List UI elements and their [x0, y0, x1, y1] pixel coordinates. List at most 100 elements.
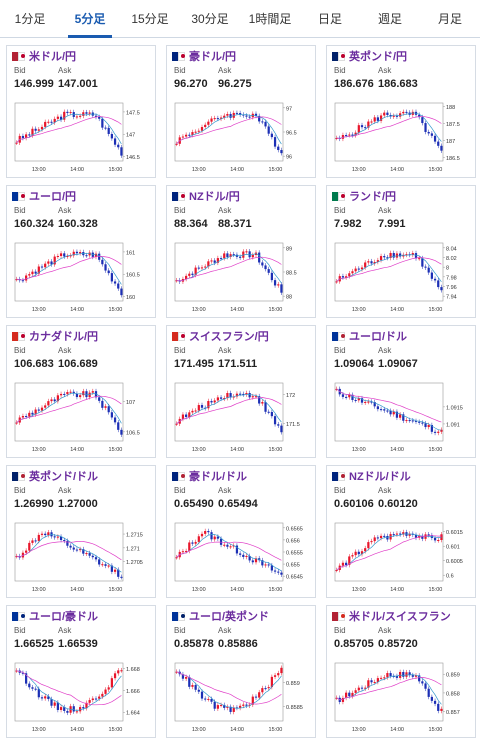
candle-body: [53, 118, 56, 123]
rate-card[interactable]: ユーロ/英ポンド Bid Ask 0.85878 0.85886 0.859 0.8585 1…: [166, 605, 316, 738]
candlestick-chart[interactable]: 147.5 147 146.5 13:00 14:00 15:00: [11, 99, 153, 175]
tab-3[interactable]: 30分足: [191, 12, 229, 26]
price-labels: Bid Ask: [7, 206, 155, 218]
rate-card[interactable]: カナダドル/円 Bid Ask 106.683 106.689 107 106.5 13:00…: [6, 325, 156, 458]
rate-card[interactable]: 米ドル/スイスフラン Bid Ask 0.85705 0.85720 0.859 0.858…: [326, 605, 476, 738]
candle-body: [405, 672, 408, 677]
candle-body: [437, 280, 440, 288]
x-tick-label: 13:00: [32, 447, 46, 453]
currency-flag-icon: [172, 611, 185, 621]
candlestick-chart[interactable]: 172 171.5 13:00 14:00 15:00: [171, 379, 313, 455]
pair-name[interactable]: NZドル/ドル: [349, 471, 411, 483]
pair-name[interactable]: ユーロ/円: [29, 191, 77, 203]
candle-body: [430, 425, 433, 432]
y-tick-label: 1.664: [126, 711, 140, 717]
candlestick-chart[interactable]: 8.04 8.02 8 7.98 7.96 7.94 13:00 14:00 15:00: [331, 239, 473, 315]
candlestick-chart[interactable]: 188 187.5 187 186.5 13:00 14:00 15:00: [331, 99, 473, 175]
ma-long-line: [16, 395, 122, 423]
candle-body: [345, 135, 348, 137]
candlestick-chart[interactable]: 0.859 0.858 0.857 13:00 14:00 15:00: [331, 659, 473, 735]
price-values: 96.270 96.275: [167, 78, 315, 94]
tab-0[interactable]: 1分足: [14, 12, 46, 26]
pair-name[interactable]: ユーロ/ドル: [349, 331, 408, 343]
candle-body: [421, 535, 424, 539]
rate-card[interactable]: 米ドル/円 Bid Ask 146.999 147.001 147.5 147 146.5 13…: [6, 45, 156, 178]
candle-body: [47, 401, 50, 406]
candle-body: [424, 266, 427, 268]
rate-card[interactable]: ユーロ/豪ドル Bid Ask 1.66525 1.66539 1.668 1.666 1.6…: [6, 605, 156, 738]
candlestick-chart[interactable]: 1.2715 1.271 1.2705 13:00 14:00 15:00: [11, 519, 153, 595]
rate-card[interactable]: ユーロ/ドル Bid Ask 1.09064 1.09067 1.0915 1.091 13:…: [326, 325, 476, 458]
y-tick-label: 88: [286, 295, 292, 301]
currency-flag-icon: [12, 51, 25, 61]
candle-body: [69, 391, 72, 393]
pair-name[interactable]: カナダドル/円: [29, 331, 99, 343]
candlestick-chart[interactable]: 107 106.5 13:00 14:00 15:00: [11, 379, 153, 455]
candle-body: [245, 115, 248, 117]
candlestick-chart[interactable]: 89 88.5 88 13:00 14:00 15:00: [171, 239, 313, 315]
y-tick-label: 8: [446, 266, 449, 272]
pair-name[interactable]: ユーロ/豪ドル: [29, 611, 99, 623]
candlestick-chart[interactable]: 1.668 1.666 1.664 13:00 14:00 15:00: [11, 659, 153, 735]
pair-name[interactable]: 豪ドル/円: [189, 51, 237, 63]
y-tick-label: 0.6545: [286, 575, 303, 581]
pair-name[interactable]: 英ポンド/円: [349, 51, 408, 63]
candlestick-chart[interactable]: 0.6015 0.601 0.6005 0.6 13:00 14:00 15:00: [331, 519, 473, 595]
pair-name[interactable]: NZドル/円: [189, 191, 240, 203]
candle-body: [264, 402, 267, 412]
rate-card[interactable]: NZドル/ドル Bid Ask 0.60106 0.60120 0.6015 0.601 0.…: [326, 465, 476, 598]
candlestick-chart[interactable]: 0.859 0.8585 13:00 14:00 15:00: [171, 659, 313, 735]
rate-card[interactable]: ユーロ/円 Bid Ask 160.324 160.328 161 160.5 160 13:0…: [6, 185, 156, 318]
candle-body: [40, 407, 44, 411]
candlestick-chart[interactable]: 97 96.5 96 13:00 14:00 15:00: [171, 99, 313, 175]
bid-label: Bid: [14, 206, 26, 215]
x-tick-label: 14:00: [230, 447, 244, 453]
candle-body: [210, 118, 213, 122]
rate-card[interactable]: スイスフラン/円 Bid Ask 171.495 171.511 172 171.5 13:0…: [166, 325, 316, 458]
rate-card[interactable]: 英ポンド/ドル Bid Ask 1.26990 1.27000 1.2715 1.271 1.…: [6, 465, 156, 598]
candle-body: [335, 281, 338, 283]
x-tick-label: 14:00: [390, 307, 404, 313]
pair-name[interactable]: 米ドル/円: [29, 51, 77, 63]
candlestick-chart[interactable]: 0.6565 0.656 0.6555 0.655 0.6545 13:00 14:00 15…: [171, 519, 313, 595]
tab-6[interactable]: 週足: [377, 12, 402, 26]
candle-body: [254, 696, 258, 698]
candle-body: [50, 261, 53, 265]
ma-long-line: [336, 115, 442, 139]
candle-body: [181, 414, 185, 419]
tab-4[interactable]: 1時間足: [248, 12, 292, 26]
candle-body: [229, 546, 232, 548]
candle-body: [235, 393, 239, 397]
x-tick-label: 14:00: [70, 447, 84, 453]
candle-body: [254, 396, 258, 398]
ask-value: 1.09067: [378, 358, 418, 370]
rate-card[interactable]: ランド/円 Bid Ask 7.982 7.991 8.04 8.02 8 7.98 7.96 7.…: [326, 185, 476, 318]
tab-7[interactable]: 月足: [437, 12, 462, 26]
tab-2[interactable]: 15分足: [131, 12, 169, 26]
tab-1[interactable]: 5分足: [60, 0, 120, 38]
rate-card[interactable]: 英ポンド/円 Bid Ask 186.676 186.683 188 187.5 187 186…: [326, 45, 476, 178]
candle-body: [117, 670, 120, 674]
ma-long-line: [16, 116, 122, 143]
x-tick-label: 13:00: [352, 447, 366, 453]
candlestick-chart[interactable]: 161 160.5 160 13:00 14:00 15:00: [11, 239, 153, 315]
tab-5[interactable]: 日足: [317, 12, 342, 26]
pair-name[interactable]: 英ポンド/ドル: [29, 471, 99, 483]
pair-name[interactable]: ユーロ/英ポンド: [189, 611, 270, 623]
candle-body: [414, 420, 418, 422]
x-tick-label: 13:00: [352, 167, 366, 173]
price-labels: Bid Ask: [167, 346, 315, 358]
pair-name[interactable]: スイスフラン/円: [189, 331, 269, 343]
candlestick-chart[interactable]: 1.0915 1.091 13:00 14:00 15:00: [331, 379, 473, 455]
candle-body: [56, 536, 59, 538]
pair-name[interactable]: 米ドル/スイスフラン: [349, 611, 451, 623]
candle-body: [223, 544, 226, 546]
rate-card[interactable]: 豪ドル/ドル Bid Ask 0.65490 0.65494 0.6565 0.656 0.6…: [166, 465, 316, 598]
candle-body: [376, 117, 379, 121]
pair-name[interactable]: 豪ドル/ドル: [189, 471, 248, 483]
x-tick-label: 15:00: [269, 587, 283, 593]
rate-card[interactable]: NZドル/円 Bid Ask 88.364 88.371 89 88.5 88 13:00 14:…: [166, 185, 316, 318]
pair-name[interactable]: ランド/円: [349, 191, 397, 203]
candle-body: [379, 256, 383, 261]
rate-card[interactable]: 豪ドル/円 Bid Ask 96.270 96.275 97 96.5 96 13:00 14:0…: [166, 45, 316, 178]
